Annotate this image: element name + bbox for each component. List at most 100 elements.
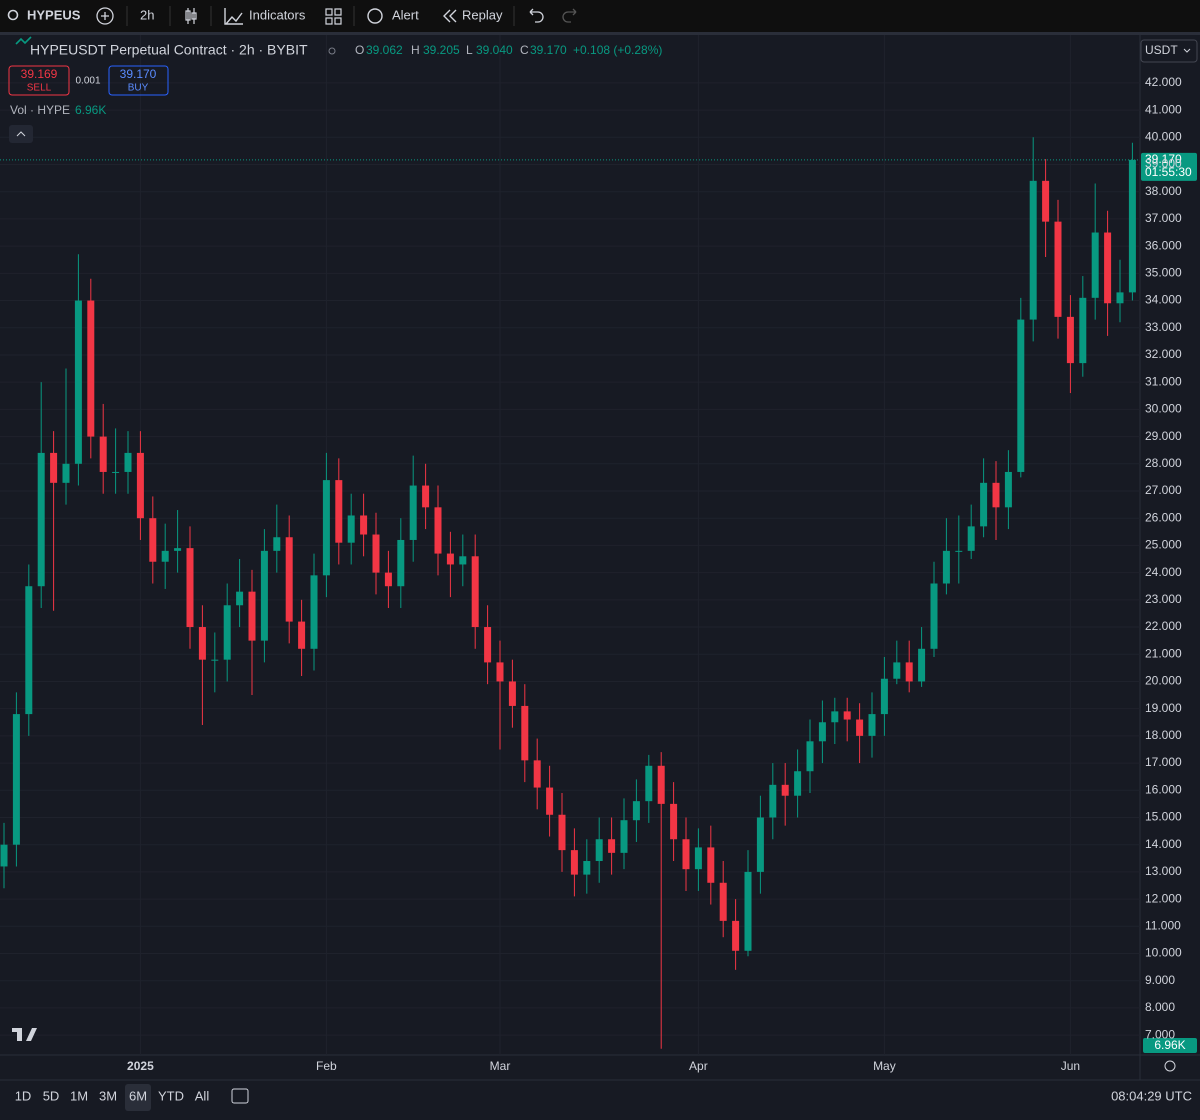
volume-axis-label [1143, 1038, 1197, 1053]
y-tick-label: 26.000 [1145, 510, 1182, 524]
candle-body [1042, 180, 1050, 222]
date-range-icon[interactable] [231, 1088, 249, 1104]
currency[interactable]: USDT [1145, 43, 1178, 57]
symbol[interactable]: HYPEUS [27, 7, 81, 22]
undo[interactable] [529, 8, 544, 23]
y-tick-label: 9.000 [1145, 973, 1175, 987]
interval[interactable]: 2h [140, 7, 154, 22]
x-tick-label: Jun [1061, 1059, 1080, 1073]
y-tick-label: 33.000 [1145, 320, 1182, 334]
candle-body [62, 463, 70, 483]
range-button[interactable]: 6M [129, 1088, 147, 1103]
candle-body [136, 452, 144, 519]
range-button[interactable]: YTD [158, 1088, 184, 1103]
y-tick-label: 27.000 [1145, 483, 1182, 497]
buy-price[interactable]: 39.170 [120, 67, 157, 81]
settings-icon[interactable] [1164, 1060, 1176, 1072]
candle-body [806, 741, 814, 772]
candle-body [880, 678, 888, 715]
y-tick-label: 25.000 [1145, 538, 1182, 552]
range-button[interactable]: 1M [70, 1088, 88, 1103]
collapse-button[interactable] [9, 125, 33, 143]
ohlc-key: O [355, 43, 364, 57]
candle-body [657, 765, 665, 804]
candle-body [893, 662, 901, 679]
candle-body [595, 839, 603, 862]
redo[interactable] [562, 8, 577, 23]
y-tick-label: 11.000 [1145, 918, 1181, 932]
candle-body [583, 861, 591, 875]
candle-body [769, 784, 777, 818]
volume-axis-value: 6.96K [1154, 1038, 1185, 1052]
candle-body [992, 482, 1000, 508]
add-symbol[interactable] [96, 7, 114, 25]
currency-button[interactable] [1140, 39, 1198, 63]
candle-body [732, 920, 740, 951]
collapse-icon [16, 131, 26, 137]
toolbar-button[interactable]: Indicators [249, 7, 306, 22]
y-tick-label: 15.000 [1145, 810, 1182, 824]
candle-body [223, 605, 231, 660]
toolbar-border [0, 32, 1200, 35]
candle-body [12, 714, 20, 845]
candle-body [248, 591, 256, 641]
candle-body [161, 550, 169, 562]
candle-body [570, 850, 578, 875]
spread: 0.001 [75, 76, 100, 87]
y-tick-label: 29.000 [1145, 429, 1182, 443]
ohlc-key: L [466, 43, 473, 57]
y-tick-label: 30.000 [1145, 402, 1182, 416]
y-tick-label: 12.000 [1145, 891, 1182, 905]
y-tick-label: 34.000 [1145, 293, 1182, 307]
volume-label: Vol · HYPE [10, 103, 70, 117]
candle-body [112, 471, 120, 473]
candle-body [1091, 232, 1099, 298]
candle-body [496, 662, 504, 682]
candle-body [744, 871, 752, 951]
candle-body [360, 515, 368, 535]
toolbar-button[interactable]: Replay [462, 7, 503, 22]
range-button[interactable]: 3M [99, 1088, 117, 1103]
range-button[interactable]: 5D [43, 1088, 60, 1103]
sell-button[interactable] [8, 65, 70, 96]
ohlc-key: C [520, 43, 529, 57]
x-tick-label: Mar [490, 1059, 511, 1073]
symbol-icon [15, 36, 32, 45]
range-button[interactable]: All [195, 1088, 210, 1103]
candle-body [260, 550, 268, 641]
indicators-icon [224, 8, 243, 25]
toolbar-button[interactable]: Alert [392, 7, 419, 22]
y-tick-label: 8.000 [1145, 1000, 1175, 1014]
candle-body [87, 300, 95, 437]
candle-body [298, 621, 306, 649]
range-button[interactable]: 1D [15, 1088, 32, 1103]
countdown: 01:55:30 [1145, 165, 1192, 179]
ohlc-value: 39.040 [476, 43, 513, 57]
sell-label[interactable]: SELL [27, 83, 52, 94]
y-tick-label: 38.000 [1145, 184, 1182, 198]
candle-body [1066, 316, 1074, 364]
x-tick-label: May [873, 1059, 896, 1073]
y-tick-label: 37.000 [1145, 211, 1182, 225]
candle-body [422, 485, 430, 508]
candle-body [322, 480, 330, 576]
x-tick-label: Apr [689, 1059, 708, 1073]
candle-body [25, 586, 33, 715]
candle-body [980, 482, 988, 527]
candle-body [50, 452, 58, 483]
chart-type-icon[interactable] [185, 8, 197, 24]
candle-body [818, 722, 826, 742]
sell-price[interactable]: 39.169 [21, 67, 58, 81]
candle-body [1079, 297, 1087, 364]
candle-body [186, 548, 194, 628]
search-icon[interactable] [7, 9, 19, 21]
y-tick-label: 32.000 [1145, 347, 1182, 361]
buy-button[interactable] [108, 65, 169, 96]
buy-label[interactable]: BUY [128, 83, 149, 94]
y-tick-label: 28.000 [1145, 456, 1182, 470]
candle-body [211, 659, 219, 661]
legend-title: HYPEUSDT Perpetual Contract · 2h · BYBIT [30, 42, 308, 58]
layouts-icon[interactable] [325, 8, 342, 25]
